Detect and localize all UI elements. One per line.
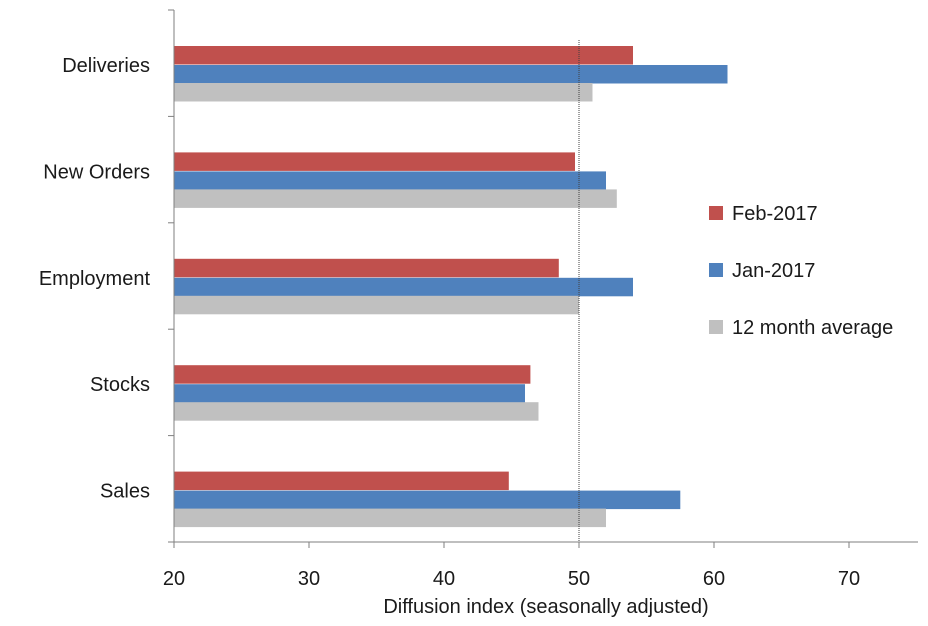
legend: Feb-2017 Jan-2017 12 month average: [709, 203, 893, 339]
category-label-deliveries: Deliveries: [62, 55, 150, 77]
category-label-sales: Sales: [100, 481, 150, 503]
bar-deliveries-12-month-average: [174, 83, 593, 102]
bar-stocks-feb-2017: [174, 365, 531, 384]
x-tick-label-30: 30: [298, 568, 320, 590]
bar-sales-jan-2017: [174, 490, 681, 510]
bar-new-orders-jan-2017: [174, 171, 606, 190]
bar-stocks-12-month-average: [174, 402, 539, 421]
legend-swatch-feb-2017: [709, 206, 723, 220]
bar-deliveries-feb-2017: [174, 46, 633, 65]
legend-swatch-jan-2017: [709, 263, 723, 277]
x-axis-title: Diffusion index (seasonally adjusted): [383, 596, 708, 618]
bar-new-orders-12-month-average: [174, 189, 617, 208]
category-label-employment: Employment: [39, 268, 151, 290]
x-tick-label-70: 70: [838, 568, 860, 590]
x-tick-label-40: 40: [433, 568, 455, 590]
legend-label-jan-2017: Jan-2017: [732, 260, 815, 282]
bar-employment-feb-2017: [174, 258, 559, 278]
y-axis-ticks: [168, 9, 174, 543]
bar-new-orders-feb-2017: [174, 152, 575, 171]
bars-group: [174, 46, 728, 528]
legend-label-12-month-average: 12 month average: [732, 317, 893, 339]
bar-employment-12-month-average: [174, 295, 579, 315]
x-axis-ticks: [173, 542, 850, 548]
bar-sales-12-month-average: [174, 508, 606, 528]
legend-label-feb-2017: Feb-2017: [732, 203, 818, 225]
x-tick-label-20: 20: [163, 568, 185, 590]
category-label-stocks: Stocks: [90, 374, 150, 396]
bar-sales-feb-2017: [174, 471, 509, 491]
legend-swatch-12-month-average: [709, 320, 723, 334]
category-label-new-orders: New Orders: [43, 161, 150, 183]
category-labels: Deliveries New Orders Employment Stocks Sale…: [39, 55, 151, 503]
x-tick-label-60: 60: [703, 568, 725, 590]
bar-employment-jan-2017: [174, 277, 633, 297]
bar-stocks-jan-2017: [174, 384, 525, 403]
x-tick-labels: 20 30 40 50 60 70: [163, 568, 860, 590]
bar-deliveries-jan-2017: [174, 65, 728, 84]
x-tick-label-50: 50: [568, 568, 590, 590]
